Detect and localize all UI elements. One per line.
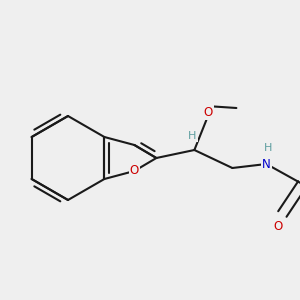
Text: O: O (274, 220, 283, 232)
Text: O: O (204, 106, 213, 118)
Text: H: H (264, 143, 273, 153)
Text: N: N (262, 158, 271, 170)
Text: H: H (188, 131, 196, 141)
Text: O: O (130, 164, 139, 178)
